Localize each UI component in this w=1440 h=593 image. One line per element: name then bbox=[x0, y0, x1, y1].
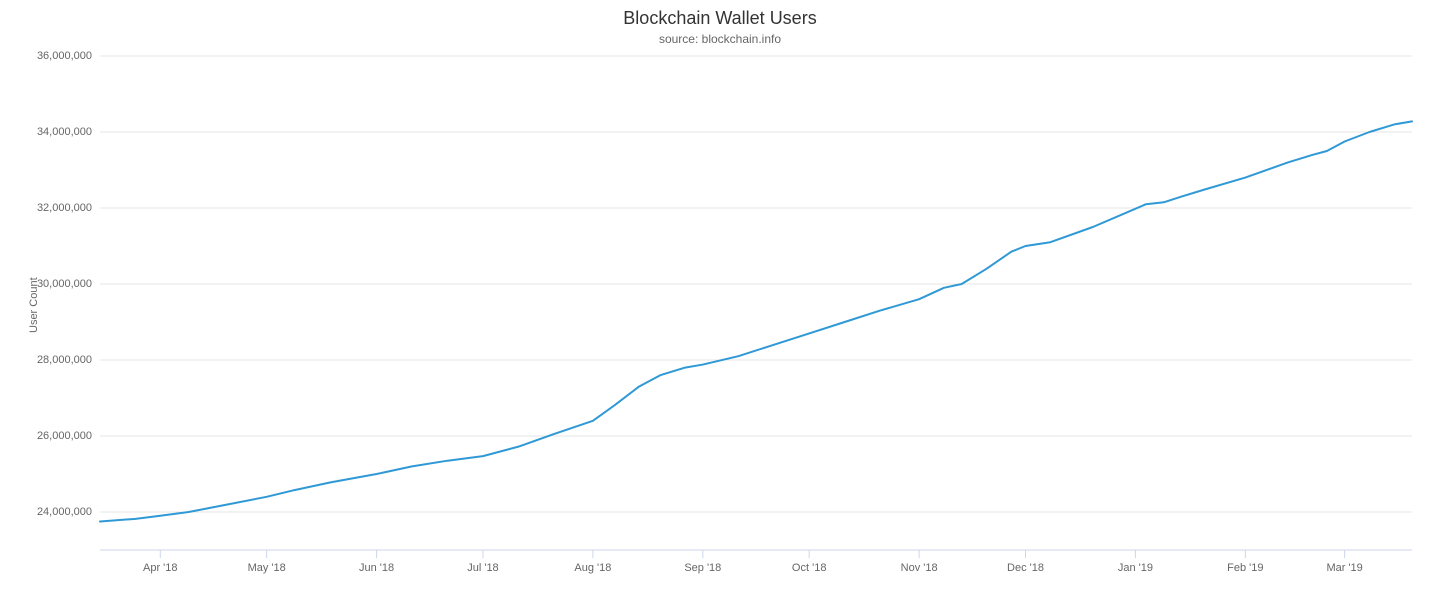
x-tick-label: Mar '19 bbox=[1326, 562, 1362, 574]
y-tick-label: 34,000,000 bbox=[37, 126, 92, 138]
y-tick-label: 36,000,000 bbox=[37, 50, 92, 62]
line-chart: Blockchain Wallet Users source: blockcha… bbox=[0, 0, 1440, 593]
series-line bbox=[100, 121, 1412, 521]
chart-subtitle: source: blockchain.info bbox=[0, 32, 1440, 46]
x-tick-label: Jul '18 bbox=[467, 562, 498, 574]
x-tick-label: Sep '18 bbox=[684, 562, 721, 574]
x-tick-label: Jan '19 bbox=[1118, 562, 1153, 574]
chart-svg bbox=[0, 0, 1440, 593]
chart-title: Blockchain Wallet Users bbox=[0, 8, 1440, 29]
y-tick-label: 26,000,000 bbox=[37, 430, 92, 442]
x-tick-label: Aug '18 bbox=[574, 562, 611, 574]
y-tick-label: 28,000,000 bbox=[37, 354, 92, 366]
y-tick-label: 24,000,000 bbox=[37, 506, 92, 518]
x-tick-label: May '18 bbox=[248, 562, 286, 574]
x-tick-label: Feb '19 bbox=[1227, 562, 1263, 574]
y-tick-label: 30,000,000 bbox=[37, 278, 92, 290]
x-tick-label: Jun '18 bbox=[359, 562, 394, 574]
y-tick-label: 32,000,000 bbox=[37, 202, 92, 214]
x-tick-label: Oct '18 bbox=[792, 562, 827, 574]
x-tick-label: Nov '18 bbox=[901, 562, 938, 574]
x-tick-label: Apr '18 bbox=[143, 562, 178, 574]
x-tick-label: Dec '18 bbox=[1007, 562, 1044, 574]
